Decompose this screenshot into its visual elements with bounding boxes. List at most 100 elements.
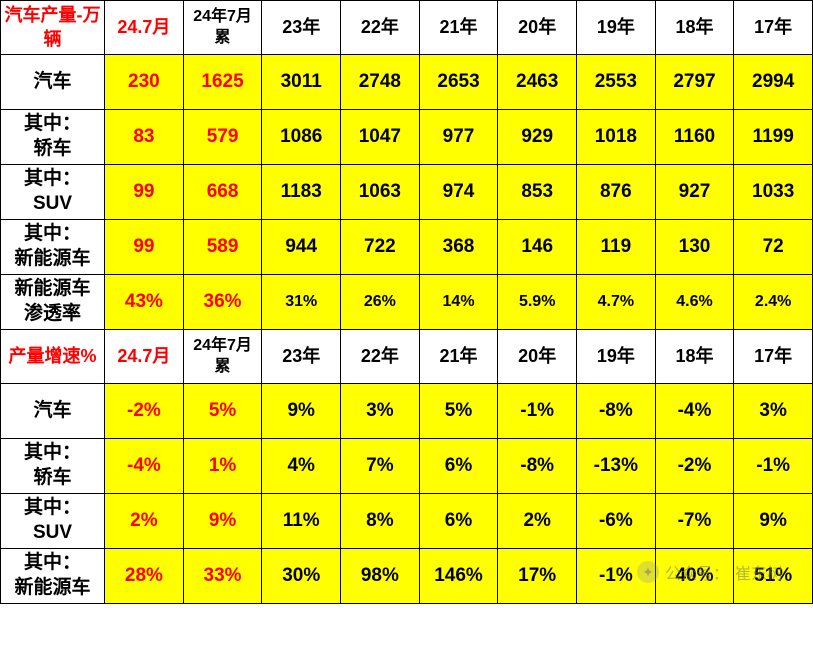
- section2-header-row: 产量增速%24.7月24年7月累23年22年21年20年19年18年17年: [1, 330, 813, 384]
- section1-row-4-label: 新能源车渗透率: [1, 275, 105, 330]
- section1-row-2-val-6: 876: [577, 165, 656, 220]
- section2-row-2-val-2: 11%: [262, 494, 341, 549]
- section1-header-col-3: 22年: [341, 1, 420, 55]
- section1-row-2-val-8: 1033: [734, 165, 813, 220]
- section1-row-4-val-0: 43%: [105, 275, 184, 330]
- section1-row-3: 其中：新能源车9958994472236814611913072: [1, 220, 813, 275]
- section2-row-3-val-4: 146%: [419, 549, 498, 604]
- section2-row-3-val-2: 30%: [262, 549, 341, 604]
- section1-row-0-val-4: 2653: [419, 55, 498, 110]
- section2-header-col-3: 22年: [341, 330, 420, 384]
- section1-header-col-4: 21年: [419, 1, 498, 55]
- section1-row-4-val-6: 4.7%: [577, 275, 656, 330]
- section2-row-0: 汽车-2%5%9%3%5%-1%-8%-4%3%: [1, 384, 813, 439]
- section1-row-2-val-1: 668: [183, 165, 262, 220]
- section2-row-2-val-6: -6%: [577, 494, 656, 549]
- section2-row-0-val-4: 5%: [419, 384, 498, 439]
- section1-row-2-val-2: 1183: [262, 165, 341, 220]
- section2-row-3-val-6: -1%: [577, 549, 656, 604]
- section1-header-col-5: 20年: [498, 1, 577, 55]
- section1-row-3-val-6: 119: [577, 220, 656, 275]
- section2-row-1-val-5: -8%: [498, 439, 577, 494]
- section1-row-0: 汽车23016253011274826532463255327972994: [1, 55, 813, 110]
- section1-row-3-val-2: 944: [262, 220, 341, 275]
- section1-row-4-val-5: 5.9%: [498, 275, 577, 330]
- section2-row-3-label: 其中：新能源车: [1, 549, 105, 604]
- section1-row-3-label: 其中：新能源车: [1, 220, 105, 275]
- section2-header-col-4: 21年: [419, 330, 498, 384]
- production-table: 汽车产量-万辆24.7月24年7月累23年22年21年20年19年18年17年汽…: [0, 0, 813, 604]
- section1-row-1-val-0: 83: [105, 110, 184, 165]
- section1-row-0-val-6: 2553: [577, 55, 656, 110]
- section1-row-2-val-0: 99: [105, 165, 184, 220]
- section1-row-1-val-8: 1199: [734, 110, 813, 165]
- section1-row-1-val-2: 1086: [262, 110, 341, 165]
- section1-row-3-val-4: 368: [419, 220, 498, 275]
- section2-row-0-val-7: -4%: [655, 384, 734, 439]
- section2-row-3-val-5: 17%: [498, 549, 577, 604]
- section1-row-2-val-7: 927: [655, 165, 734, 220]
- section1-row-3-val-8: 72: [734, 220, 813, 275]
- section1-row-0-val-1: 1625: [183, 55, 262, 110]
- section2-row-1: 其中：轿车-4%1%4%7%6%-8%-13%-2%-1%: [1, 439, 813, 494]
- section1-row-3-val-0: 99: [105, 220, 184, 275]
- section2-header-col-2: 23年: [262, 330, 341, 384]
- section1-row-3-val-5: 146: [498, 220, 577, 275]
- section2-header-label: 产量增速%: [1, 330, 105, 384]
- section1-header-label: 汽车产量-万辆: [1, 1, 105, 55]
- section2-row-0-val-0: -2%: [105, 384, 184, 439]
- section1-row-1-val-3: 1047: [341, 110, 420, 165]
- section1-row-2-val-3: 1063: [341, 165, 420, 220]
- section1-row-0-val-8: 2994: [734, 55, 813, 110]
- section1-row-2-label: 其中：SUV: [1, 165, 105, 220]
- section2-row-2-val-5: 2%: [498, 494, 577, 549]
- section1-header-col-8: 17年: [734, 1, 813, 55]
- section2-row-3-val-0: 28%: [105, 549, 184, 604]
- section2-row-1-val-3: 7%: [341, 439, 420, 494]
- section2-row-2-val-1: 9%: [183, 494, 262, 549]
- section2-row-1-val-8: -1%: [734, 439, 813, 494]
- section1-header-col-7: 18年: [655, 1, 734, 55]
- section2-row-3-val-8: 51%: [734, 549, 813, 604]
- section1-row-1-label: 其中：轿车: [1, 110, 105, 165]
- section1-row-2-val-4: 974: [419, 165, 498, 220]
- section1-row-0-val-3: 2748: [341, 55, 420, 110]
- section2-row-1-label: 其中：轿车: [1, 439, 105, 494]
- section1-row-4-val-8: 2.4%: [734, 275, 813, 330]
- section1-row-4-val-2: 31%: [262, 275, 341, 330]
- section2-header-col-8: 17年: [734, 330, 813, 384]
- section2-row-0-val-6: -8%: [577, 384, 656, 439]
- section2-row-2-val-8: 9%: [734, 494, 813, 549]
- section2-row-3-val-7: 40%: [655, 549, 734, 604]
- section2-row-0-label: 汽车: [1, 384, 105, 439]
- section1-header-col-1: 24年7月累: [183, 1, 262, 55]
- section2-header-col-6: 19年: [577, 330, 656, 384]
- section1-row-2-val-5: 853: [498, 165, 577, 220]
- section2-row-0-val-2: 9%: [262, 384, 341, 439]
- section1-row-4-val-3: 26%: [341, 275, 420, 330]
- section1-row-3-val-1: 589: [183, 220, 262, 275]
- section1-row-4-val-4: 14%: [419, 275, 498, 330]
- section1-row-1: 其中：轿车8357910861047977929101811601199: [1, 110, 813, 165]
- section1-header-col-6: 19年: [577, 1, 656, 55]
- section2-row-1-val-7: -2%: [655, 439, 734, 494]
- section1-header-col-2: 23年: [262, 1, 341, 55]
- section2-row-3: 其中：新能源车28%33%30%98%146%17%-1%40%51%: [1, 549, 813, 604]
- section1-header-col-0: 24.7月: [105, 1, 184, 55]
- section2-header-col-5: 20年: [498, 330, 577, 384]
- section2-row-1-val-4: 6%: [419, 439, 498, 494]
- section1-row-3-val-3: 722: [341, 220, 420, 275]
- section1-row-4-val-7: 4.6%: [655, 275, 734, 330]
- section2-header-col-0: 24.7月: [105, 330, 184, 384]
- section2-row-2: 其中：SUV2%9%11%8%6%2%-6%-7%9%: [1, 494, 813, 549]
- section1-row-1-val-1: 579: [183, 110, 262, 165]
- section2-row-1-val-0: -4%: [105, 439, 184, 494]
- section1-row-1-val-4: 977: [419, 110, 498, 165]
- section2-row-2-val-4: 6%: [419, 494, 498, 549]
- section1-row-0-label: 汽车: [1, 55, 105, 110]
- section1-row-0-val-2: 3011: [262, 55, 341, 110]
- section1-row-0-val-0: 230: [105, 55, 184, 110]
- section1-row-1-val-5: 929: [498, 110, 577, 165]
- section2-row-2-val-3: 8%: [341, 494, 420, 549]
- section1-row-2: 其中：SUV99668118310639748538769271033: [1, 165, 813, 220]
